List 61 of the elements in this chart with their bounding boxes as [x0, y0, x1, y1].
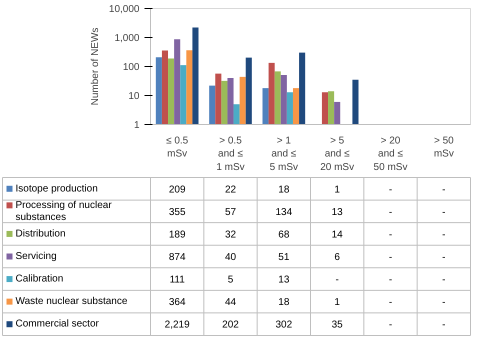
legend-label: Commercial sector — [16, 318, 100, 330]
data-label: 189 — [168, 229, 186, 240]
x-tick-label: > 5 and ≤ 20 mSv — [320, 136, 354, 173]
text: - — [442, 206, 446, 218]
data-label: 18 — [278, 297, 290, 308]
legend-label: Servicing — [16, 251, 57, 262]
data-label: 51 — [278, 252, 290, 263]
legend-label: Isotope production — [16, 183, 98, 194]
data-label: 209 — [168, 184, 186, 196]
legend-label: Calibration — [16, 274, 64, 285]
legend-label: Processing of nuclear substances — [16, 200, 112, 223]
data-label: 355 — [168, 206, 186, 218]
text: - — [388, 274, 392, 286]
data-label: 1 — [334, 297, 340, 308]
text: - — [442, 297, 446, 308]
y-tick-label: 1,000 — [114, 33, 140, 44]
data-label: 874 — [168, 252, 186, 263]
data-label: 13 — [332, 206, 344, 218]
text: - — [388, 206, 392, 218]
data-label: 44 — [224, 297, 236, 308]
data-label: 68 — [278, 229, 290, 240]
text: - — [388, 320, 392, 331]
data-label: 40 — [224, 252, 236, 263]
text: - — [388, 297, 392, 308]
y-axis-title: Number of NEWs — [90, 28, 101, 106]
data-label: 22 — [224, 184, 236, 196]
data-label: 134 — [275, 206, 293, 218]
data-label: 1 — [334, 184, 340, 196]
x-tick-label: > 0.5 and ≤ 1 mSv — [216, 136, 245, 173]
text: - — [442, 274, 446, 286]
text: - — [388, 184, 392, 196]
data-label: 32 — [224, 229, 236, 240]
x-tick-label: ≤ 0.5 mSv — [166, 136, 189, 160]
legend-label: Distribution — [16, 228, 66, 240]
text: - — [442, 320, 446, 331]
x-tick-label: > 50 mSv — [434, 136, 454, 160]
text: - — [442, 184, 446, 196]
data-label: 57 — [224, 206, 236, 218]
legend-label: Waste nuclear substance — [16, 296, 128, 308]
data-label: 6 — [334, 252, 340, 263]
data-label: 35 — [332, 320, 344, 331]
data-label: 202 — [222, 320, 240, 331]
data-label: 13 — [278, 274, 290, 286]
y-tick-label: 10 — [128, 91, 140, 102]
text: - — [336, 274, 339, 286]
data-label: 14 — [332, 229, 344, 240]
text: - — [442, 252, 446, 263]
x-tick-label: > 20 and ≤ 50 mSv — [374, 136, 408, 173]
data-label: 364 — [168, 297, 186, 308]
text: - — [388, 252, 392, 263]
data-label: 302 — [275, 320, 293, 331]
x-tick-label: > 1 and ≤ 5 mSv — [270, 136, 298, 173]
y-tick-label: 100 — [122, 62, 140, 73]
text: - — [388, 229, 392, 240]
data-label: 111 — [170, 274, 186, 286]
data-label: 18 — [278, 184, 290, 196]
y-tick-label: 10,000 — [108, 4, 140, 15]
y-tick-label: 1 — [134, 120, 140, 131]
text: - — [442, 229, 446, 240]
data-label: 2,219 — [164, 320, 190, 331]
data-label: 5 — [228, 274, 234, 286]
